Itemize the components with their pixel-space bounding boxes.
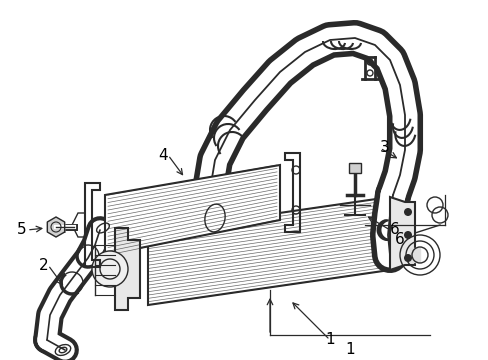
Circle shape (403, 254, 411, 262)
Polygon shape (348, 163, 360, 173)
Text: 1: 1 (325, 333, 334, 347)
Text: 6: 6 (394, 233, 404, 248)
Polygon shape (105, 165, 280, 255)
Circle shape (92, 251, 128, 287)
Text: 4: 4 (158, 148, 168, 162)
Polygon shape (148, 197, 389, 305)
Circle shape (403, 231, 411, 239)
Polygon shape (47, 217, 64, 237)
Text: 2: 2 (38, 257, 48, 273)
Text: 5: 5 (18, 222, 27, 238)
Text: 1: 1 (345, 342, 354, 357)
Polygon shape (115, 228, 140, 310)
Polygon shape (389, 197, 414, 270)
Text: 3: 3 (379, 140, 389, 156)
Text: 6: 6 (389, 222, 399, 238)
Circle shape (403, 208, 411, 216)
